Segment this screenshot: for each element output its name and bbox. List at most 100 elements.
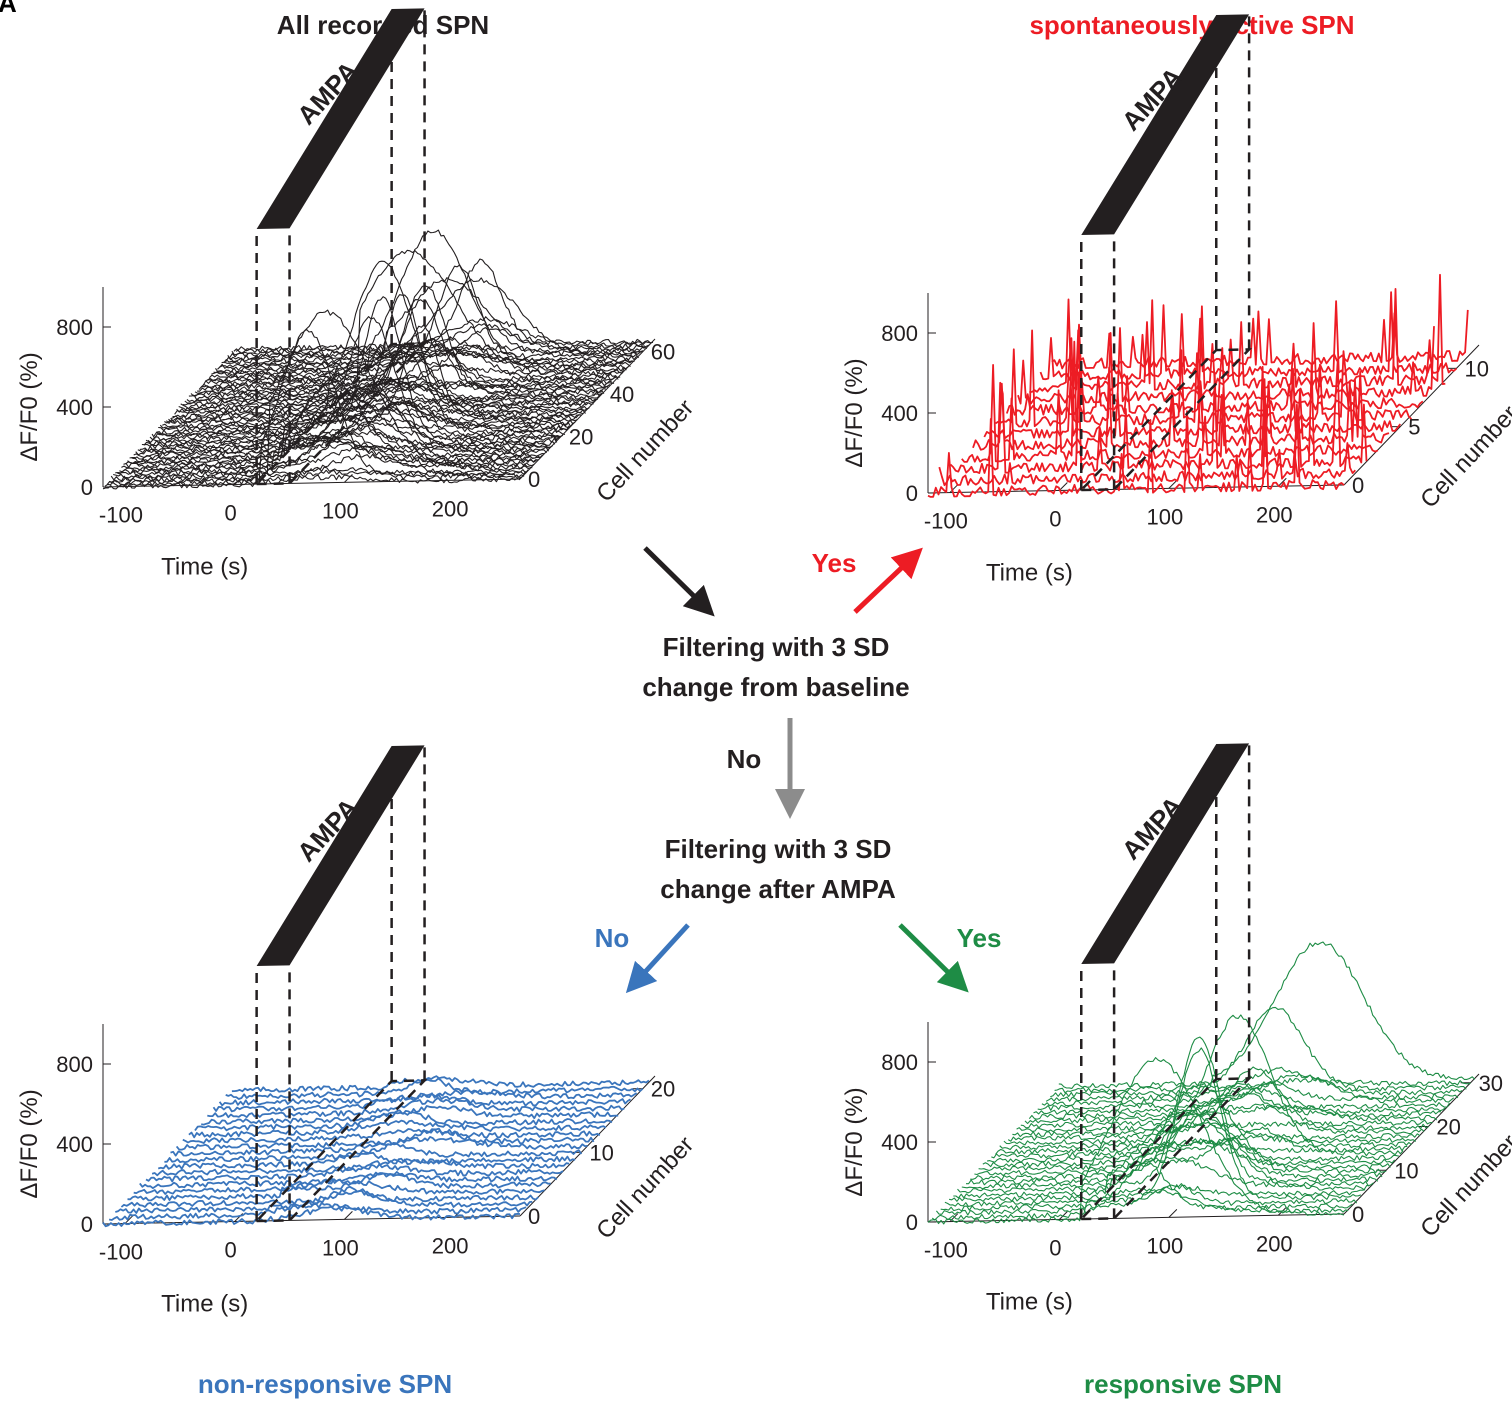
x-axis-label: Time (s): [986, 559, 1073, 586]
trace-cell-4: [127, 1177, 545, 1202]
y-tick-label: 400: [56, 1132, 93, 1157]
z-tick-label: 0: [528, 1204, 540, 1229]
y-tick-label: 0: [906, 1210, 918, 1235]
trace-cell-7: [145, 1163, 564, 1183]
z-tick-label: 20: [651, 1077, 675, 1102]
trace-cell-23: [1024, 1103, 1442, 1125]
label-yes-responsive: Yes: [957, 923, 1002, 953]
trace-cell-35: [174, 260, 592, 415]
trace-cell-23: [149, 349, 568, 441]
arrow-to-filter-baseline: [643, 546, 715, 617]
y-tick-label: 400: [881, 401, 918, 426]
z-tick-label: 20: [1436, 1115, 1460, 1140]
trace-cell-34: [172, 379, 590, 418]
x-tick-mark: [1059, 482, 1068, 491]
trace-cell-6: [115, 309, 533, 477]
label-no-nonresponsive: No: [595, 923, 630, 953]
trace-cell-0: [102, 474, 521, 490]
y-tick-label: 0: [81, 1212, 93, 1237]
x-tick-mark: [344, 1211, 353, 1220]
y-tick-label: 800: [56, 1052, 93, 1077]
trace-cell-15: [133, 430, 551, 459]
trace-cell-17: [207, 1097, 625, 1119]
trace-cell-8: [961, 1036, 1379, 1190]
trace-cell-22: [1020, 1086, 1438, 1129]
trace-cell-20: [143, 420, 562, 447]
trace-cell-0: [927, 402, 1345, 498]
title-spontaneous: spontaneously active SPN: [1029, 10, 1354, 40]
trace-cell-52: [209, 350, 627, 379]
label-yes-spontaneous: Yes: [812, 548, 857, 578]
trace-cell-49: [202, 349, 621, 386]
trace-cell-20: [225, 1077, 644, 1100]
title-responsive: responsive SPN: [1084, 1369, 1282, 1399]
trace-cell-10: [123, 433, 541, 468]
trace-cell-29: [162, 408, 580, 428]
y-tick-label: 800: [56, 315, 93, 340]
x-axis-label: Time (s): [161, 553, 248, 580]
panel-letter: A: [0, 0, 17, 18]
x-tick-label: -100: [99, 503, 143, 528]
trace-cell-9: [966, 1113, 1383, 1186]
trace-cell-13: [982, 1137, 1399, 1168]
y-tick-label: 400: [56, 395, 93, 420]
trace-cell-26: [1037, 1073, 1455, 1111]
y-axis-label: ΔF/F0 (%): [841, 358, 868, 467]
trace-cell-28: [159, 399, 578, 430]
z-tick-label: 0: [1352, 1202, 1364, 1227]
z-tick-label: 0: [1352, 473, 1364, 498]
trace-cell-43: [190, 380, 609, 399]
trace-cell-41: [186, 343, 605, 403]
trace-cell-64: [233, 316, 651, 354]
trace-cell-45: [194, 299, 613, 395]
trace-cell-10: [970, 1108, 1387, 1181]
ampa-bar-responsive: [1081, 743, 1250, 965]
y-tick-label: 800: [881, 321, 918, 346]
trace-cell-5: [133, 1172, 551, 1195]
trace-cell-11: [125, 379, 543, 466]
trace-cell-15: [194, 1109, 613, 1132]
x-tick-label: 0: [225, 1237, 237, 1262]
trace-cell-21: [231, 1075, 650, 1093]
trace-cell-65: [235, 258, 654, 352]
trace-cell-3: [940, 1183, 1358, 1212]
trace-cell-2: [106, 328, 525, 486]
z-tick-label: 5: [1408, 415, 1420, 440]
x-tick-label: 100: [1146, 1233, 1183, 1258]
trace-cell-25: [1033, 1082, 1450, 1115]
trace-cell-27: [1041, 1081, 1459, 1107]
trace-cell-21: [145, 417, 564, 446]
trace-cell-9: [157, 1149, 576, 1170]
y-tick-label: 800: [881, 1050, 918, 1075]
trace-cell-5: [948, 1184, 1366, 1202]
x-tick-label: 100: [322, 498, 359, 523]
trace-cell-8: [1017, 322, 1435, 405]
trace-cell-18: [1003, 1121, 1421, 1146]
trace-cell-4: [944, 1047, 1362, 1207]
trace-cell-32: [168, 401, 586, 423]
trace-cell-5: [113, 388, 531, 479]
trace-cell-13: [129, 368, 548, 463]
trace-cell-7: [117, 437, 535, 475]
label-no-center: No: [727, 744, 762, 774]
trace-cell-6: [953, 1110, 1370, 1199]
x-tick-label: -100: [924, 509, 968, 534]
trace-cell-14: [188, 1119, 607, 1139]
filter-baseline-line1: Filtering with 3 SD: [663, 632, 890, 662]
y-axis-label: ΔF/F0 (%): [16, 1089, 43, 1198]
filter-ampa-line2: change after AMPA: [660, 874, 896, 904]
x-axis-label: Time (s): [986, 1288, 1073, 1315]
filter-ampa-line1: Filtering with 3 SD: [665, 834, 892, 864]
trace-cell-12: [978, 1139, 1396, 1172]
x-tick-mark: [1277, 477, 1287, 487]
x-tick-label: 200: [432, 1233, 469, 1258]
trace-cell-40: [184, 345, 603, 405]
ampa-bar-spontaneous: [1081, 14, 1250, 236]
trace-cell-42: [188, 285, 606, 401]
trace-cell-28: [1045, 1066, 1463, 1102]
trace-cell-4: [972, 366, 1390, 451]
trace-cell-19: [218, 1089, 638, 1107]
